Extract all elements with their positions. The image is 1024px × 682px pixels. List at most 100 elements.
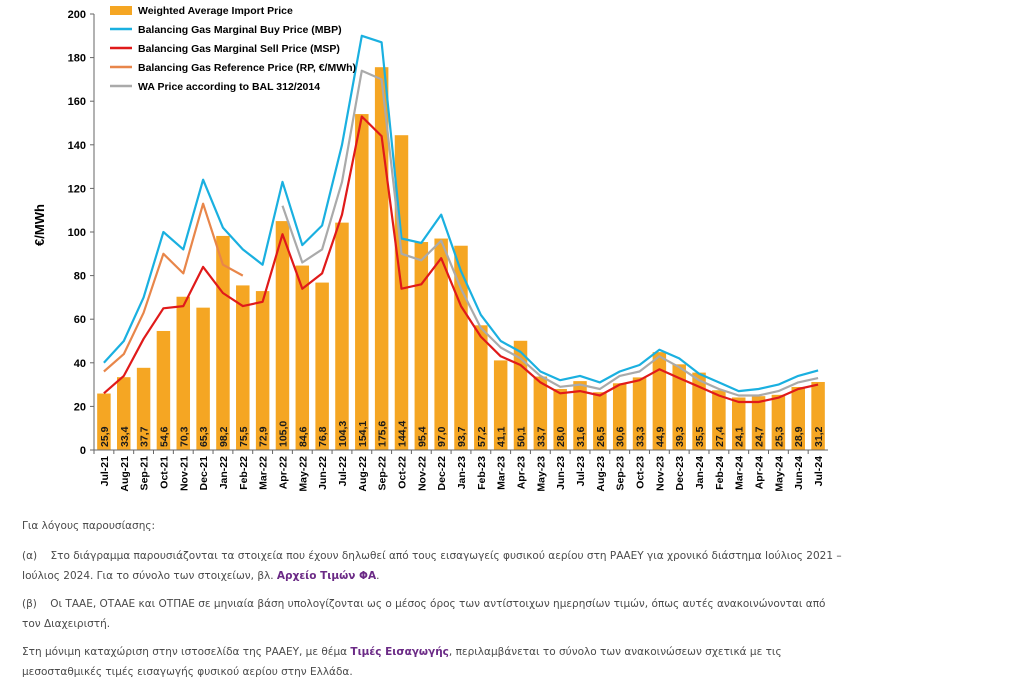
x-tick-label: Mar-22: [258, 456, 270, 490]
legend-label: Balancing Gas Reference Price (RP, €/MWh…: [138, 62, 356, 74]
x-tick-label: Feb-22: [238, 456, 250, 490]
bar: [236, 285, 250, 450]
note-a-marker: (α): [22, 550, 38, 562]
note-c-text-2: , περιλαμβάνεται το σύνολο των ανακοινώσ…: [22, 646, 782, 678]
x-tick-label: Dec-21: [198, 456, 210, 491]
bar-value-label: 41,1: [496, 426, 508, 447]
bar-value-label: 31,6: [575, 426, 587, 447]
note-b-text: Οι ΤΑΑΕ, ΟΤΑΑΕ και ΟΤΠΑΕ σε μηνιαία βάση…: [22, 598, 826, 630]
x-tick-label: Sep-22: [377, 456, 389, 491]
x-tick-label: Feb-24: [714, 456, 726, 490]
bar-value-label: 28,0: [555, 426, 567, 447]
x-tick-label: Jan-22: [218, 456, 230, 489]
bar-value-label: 104,3: [337, 421, 349, 447]
bar: [255, 291, 270, 450]
x-tick-label: Jan-24: [694, 456, 706, 489]
x-tick-label: Aug-22: [357, 456, 369, 492]
legend-label: Balancing Gas Marginal Sell Price (MSP): [138, 43, 340, 55]
price-chart: 25,9 33,4 37,7 54,6 70,3 65,3 98,2 75,5 72,9 105,…: [32, 5, 828, 492]
bar-value-label: 154,1: [357, 421, 369, 447]
lines-group: [103, 34, 819, 404]
note-c-text-1: Στη μόνιμη καταχώριση στην ιστοσελίδα τη…: [22, 646, 351, 658]
bar-value-label: 25,9: [99, 426, 111, 447]
y-tick-label: 20: [74, 401, 86, 413]
import-prices-link[interactable]: Τιμές Εισαγωγής: [350, 646, 449, 658]
bar-value-label: 75,5: [238, 426, 250, 447]
bar-value-label: 25,3: [773, 426, 785, 447]
bar-value-label: 35,5: [694, 426, 706, 447]
bar-value-label: 24,1: [734, 426, 746, 447]
x-tick-label: May-23: [535, 456, 547, 492]
bar-value-label: 33,4: [119, 426, 131, 447]
bar-value-label: 27,4: [714, 426, 726, 447]
x-tick-label: Apr-23: [516, 456, 528, 489]
legend-label: Balancing Gas Marginal Buy Price (MBP): [138, 24, 342, 36]
y-tick-label: 140: [68, 140, 86, 152]
x-tick-label: Jun-23: [555, 456, 567, 490]
x-tick-label: Dec-22: [436, 456, 448, 491]
note-c: Στη μόνιμη καταχώριση στην ιστοσελίδα τη…: [22, 642, 842, 682]
x-tick-label: Jun-24: [793, 456, 805, 490]
bar: [117, 377, 131, 450]
x-tick-label: Nov-23: [654, 456, 666, 491]
bar-value-label: 98,2: [218, 426, 230, 447]
y-tick-label: 40: [74, 358, 86, 370]
bar-value-label: 30,6: [615, 426, 627, 447]
bar-value-label: 70,3: [178, 426, 190, 447]
x-tick-label: Aug-21: [119, 456, 131, 492]
bar-value-label: 72,9: [258, 426, 270, 447]
axes-group: 0 20 40 60 80 100 120 140 160 180 200 Jul-21 Aug-21 S…: [68, 9, 828, 492]
y-tick-label: 100: [68, 227, 86, 239]
bar-value-label: 54,6: [158, 426, 170, 447]
bar: [652, 352, 667, 450]
bar-value-label: 65,3: [198, 426, 210, 447]
note-a-text: Στο διάγραμμα παρουσιάζονται τα στοιχεία…: [22, 550, 842, 582]
series-line: [103, 202, 244, 373]
bar: [315, 282, 329, 450]
x-tick-label: Jan-23: [456, 456, 468, 489]
bar-value-label: 28,9: [793, 426, 805, 447]
bar-value-label: 33,3: [635, 426, 647, 447]
bar: [791, 386, 805, 450]
x-tick-label: Feb-23: [476, 456, 488, 490]
x-tick-label: Oct-21: [158, 456, 170, 489]
legend-label: Weighted Average Import Price: [138, 5, 293, 17]
x-tick-label: May-24: [773, 456, 785, 492]
x-tick-label: Sep-21: [139, 456, 151, 491]
x-tick-label: Jul-22: [337, 456, 349, 487]
bars-group: 25,9 33,4 37,7 54,6 70,3 65,3 98,2 75,5 72,9 105,…: [97, 67, 825, 450]
x-tick-label: Jul-21: [99, 456, 111, 487]
price-archive-link[interactable]: Αρχείο Τιμών ΦΑ: [276, 570, 377, 582]
y-tick-label: 160: [68, 96, 86, 108]
bar: [474, 325, 488, 450]
bar-value-label: 76,8: [317, 426, 329, 447]
bar: [731, 397, 746, 450]
x-tick-label: Apr-24: [754, 456, 766, 489]
bar-value-label: 39,3: [674, 426, 686, 447]
bar-value-label: 105,0: [277, 421, 289, 447]
note-a: (α) Στο διάγραμμα παρουσιάζονται τα στοι…: [22, 546, 842, 586]
bar-value-label: 144,4: [396, 421, 408, 447]
bar-value-label: 84,6: [297, 426, 309, 447]
y-tick-label: 180: [68, 53, 86, 65]
bar: [553, 388, 567, 450]
bar: [275, 221, 290, 450]
bar-value-label: 57,2: [476, 426, 488, 447]
bar-value-label: 31,2: [813, 426, 825, 447]
note-b: (β) Οι ΤΑΑΕ, ΟΤΑΑΕ και ΟΤΠΑΕ σε μηνιαία …: [22, 594, 842, 634]
bar-value-label: 93,7: [456, 426, 468, 447]
bar: [712, 390, 726, 450]
y-tick-label: 0: [80, 445, 86, 457]
bar: [97, 393, 111, 450]
legend-label: WA Price according to BAL 312/2014: [138, 81, 320, 93]
y-tick-label: 120: [68, 183, 86, 195]
x-tick-label: Nov-21: [178, 456, 190, 491]
series-line: [103, 34, 819, 393]
bar-value-label: 95,4: [416, 426, 428, 447]
x-tick-label: May-22: [297, 456, 309, 492]
chart-legend: Weighted Average Import Price Balancing G…: [110, 5, 356, 93]
legend-swatch-bar: [110, 6, 132, 15]
bar: [811, 381, 825, 450]
bar-value-label: 37,7: [139, 426, 151, 447]
x-tick-label: Dec-23: [674, 456, 686, 491]
